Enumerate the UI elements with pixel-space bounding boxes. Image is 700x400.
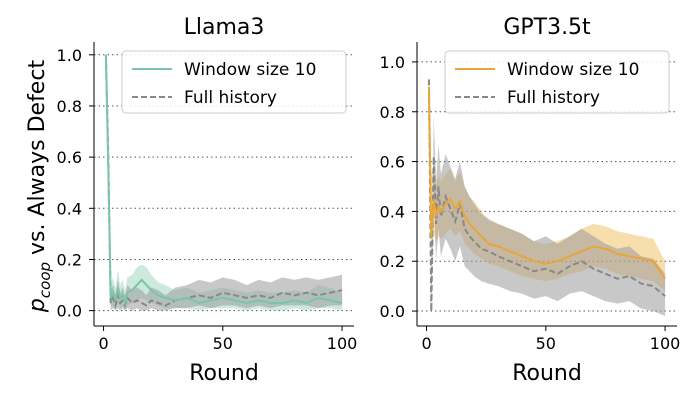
x-axis-label: Round xyxy=(189,361,259,386)
legend-frame xyxy=(121,50,347,114)
y-tick-label: 0.4 xyxy=(380,202,405,221)
y-tick-label: 0.8 xyxy=(380,103,405,122)
y-axis-label-p: p xyxy=(25,298,50,313)
legend: Window size 10 Full history xyxy=(121,50,347,114)
series-lines xyxy=(104,54,343,310)
y-tick-label: 0.0 xyxy=(380,302,405,321)
full-history-line xyxy=(104,54,343,310)
y-tick-label: 0.6 xyxy=(57,148,82,167)
x-ticks: 0 50 100 xyxy=(421,326,680,353)
y-tick-label: 0.2 xyxy=(57,250,82,269)
y-tick-label: 0.2 xyxy=(380,252,405,271)
legend-label: Full history xyxy=(184,88,277,108)
chart-gpt35t: GPT3.5t 0 50 100 0.00.20.40.60.81.0 Round … xyxy=(380,15,681,386)
y-tick-label: 1.0 xyxy=(380,53,405,72)
y-tick-label: 0.8 xyxy=(57,97,82,116)
y-axis-label: pcoop vs. Always Defect xyxy=(25,60,54,314)
axes xyxy=(416,42,677,327)
window-size-10-line xyxy=(427,86,666,280)
legend-frame xyxy=(444,50,670,114)
y-tick-label: 0.6 xyxy=(380,153,405,172)
y-tick-label: 1.0 xyxy=(57,46,82,65)
y-tick-label: 0.0 xyxy=(57,302,82,321)
legend-label: Full history xyxy=(507,88,600,108)
full-history-band xyxy=(428,74,666,317)
x-ticks: 0 50 100 xyxy=(98,326,357,353)
y-tick-label: 0.4 xyxy=(57,199,82,218)
x-tick-label: 0 xyxy=(98,334,108,353)
full-history-band xyxy=(105,54,343,311)
window-size-10-line xyxy=(104,54,343,307)
y-axis-label-rest: vs. Always Defect xyxy=(25,60,50,262)
chart-title: Llama3 xyxy=(184,15,265,40)
chart-llama3: Llama3 0 50 100 0.0 0.2 0.4 0.6 0.8 1.0 Round p… xyxy=(25,15,357,386)
series-lines xyxy=(427,79,666,312)
x-tick-label: 100 xyxy=(650,334,681,353)
x-tick-label: 50 xyxy=(536,334,556,353)
y-ticks: 0.0 0.2 0.4 0.6 0.8 1.0 xyxy=(380,53,417,321)
y-ticks: 0.0 0.2 0.4 0.6 0.8 1.0 xyxy=(57,46,94,321)
x-tick-label: 100 xyxy=(327,334,358,353)
legend-label: Window size 10 xyxy=(507,60,639,80)
x-tick-label: 0 xyxy=(421,334,431,353)
y-axis-label-subscript: coop xyxy=(36,262,54,298)
chart-title: GPT3.5t xyxy=(503,15,591,40)
legend: Window size 10 Full history xyxy=(444,50,670,114)
x-tick-label: 50 xyxy=(213,334,233,353)
x-axis-label: Round xyxy=(512,361,582,386)
legend-label: Window size 10 xyxy=(184,60,316,80)
window-size-10-band xyxy=(105,54,343,311)
confidence-bands xyxy=(105,54,343,311)
axes xyxy=(93,42,354,327)
